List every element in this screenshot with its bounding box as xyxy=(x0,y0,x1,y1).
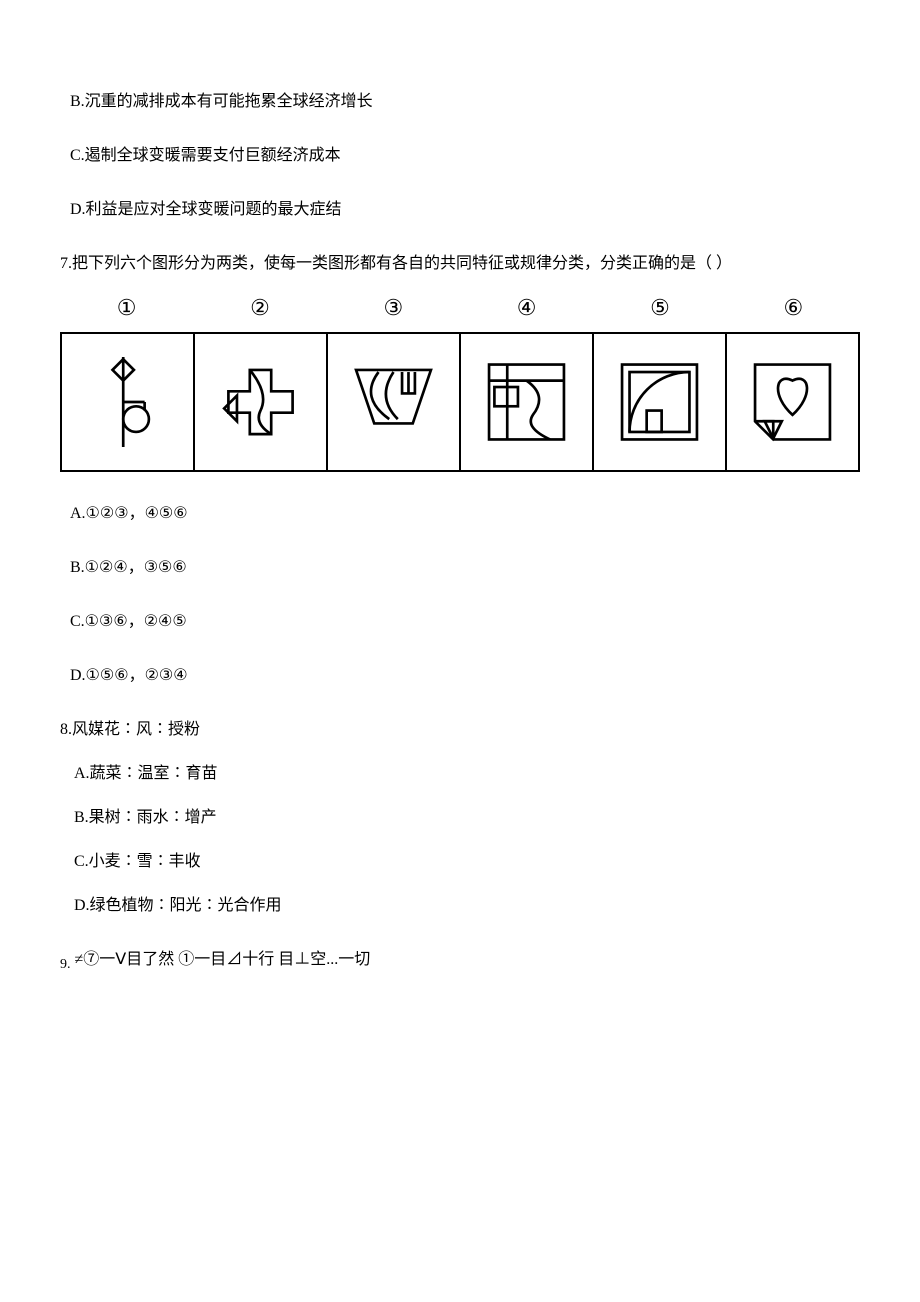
q9-number: 9. xyxy=(60,957,71,972)
q7-label-1: ① xyxy=(60,291,193,324)
q7-label-3: ③ xyxy=(327,291,460,324)
q9-line: 9. ≠⑦一Ⅴ目了然 ①一目⊿十行 目⊥空...一切 xyxy=(60,948,860,975)
q7-cell-5 xyxy=(594,334,727,470)
q8-option-c: C.小麦∶雪∶丰收 xyxy=(74,850,860,874)
q7-cells xyxy=(60,332,860,472)
q8-option-a: A.蔬菜∶温室∶育苗 xyxy=(74,762,860,786)
q7-label-4: ④ xyxy=(460,291,593,324)
q7-cell-4 xyxy=(461,334,594,470)
q7-label-2: ② xyxy=(193,291,326,324)
q7-label-5: ⑤ xyxy=(593,291,726,324)
q7-cell-3 xyxy=(328,334,461,470)
q7-labels: ① ② ③ ④ ⑤ ⑥ xyxy=(60,291,860,324)
q7-option-c: C.①③⑥，②④⑤ xyxy=(70,610,860,634)
prior-option-b: B.沉重的减排成本有可能拖累全球经济增长 xyxy=(70,90,860,114)
q9-text: ≠⑦一Ⅴ目了然 ①一目⊿十行 目⊥空...一切 xyxy=(75,951,371,968)
prior-option-c: C.遏制全球变暖需要支付巨额经济成本 xyxy=(70,144,860,168)
q7-cell-1 xyxy=(62,334,195,470)
q7-cell-2 xyxy=(195,334,328,470)
q7-option-a: A.①②③，④⑤⑥ xyxy=(70,502,860,526)
q7-option-d: D.①⑤⑥，②③④ xyxy=(70,664,860,688)
q8-stem: 8.风媒花∶风∶授粉 xyxy=(60,718,860,742)
q7-figure: ① ② ③ ④ ⑤ ⑥ xyxy=(60,291,860,472)
q7-stem: 7.把下列六个图形分为两类，使每一类图形都有各自的共同特征或规律分类，分类正确的… xyxy=(60,252,860,276)
q7-cell-6 xyxy=(727,334,858,470)
prior-option-d: D.利益是应对全球变暖问题的最大症结 xyxy=(70,198,860,222)
q7-label-6: ⑥ xyxy=(727,291,860,324)
q8-option-b: B.果树∶雨水∶增产 xyxy=(74,806,860,830)
q7-option-b: B.①②④，③⑤⑥ xyxy=(70,556,860,580)
q8-option-d: D.绿色植物∶阳光∶光合作用 xyxy=(74,894,860,918)
